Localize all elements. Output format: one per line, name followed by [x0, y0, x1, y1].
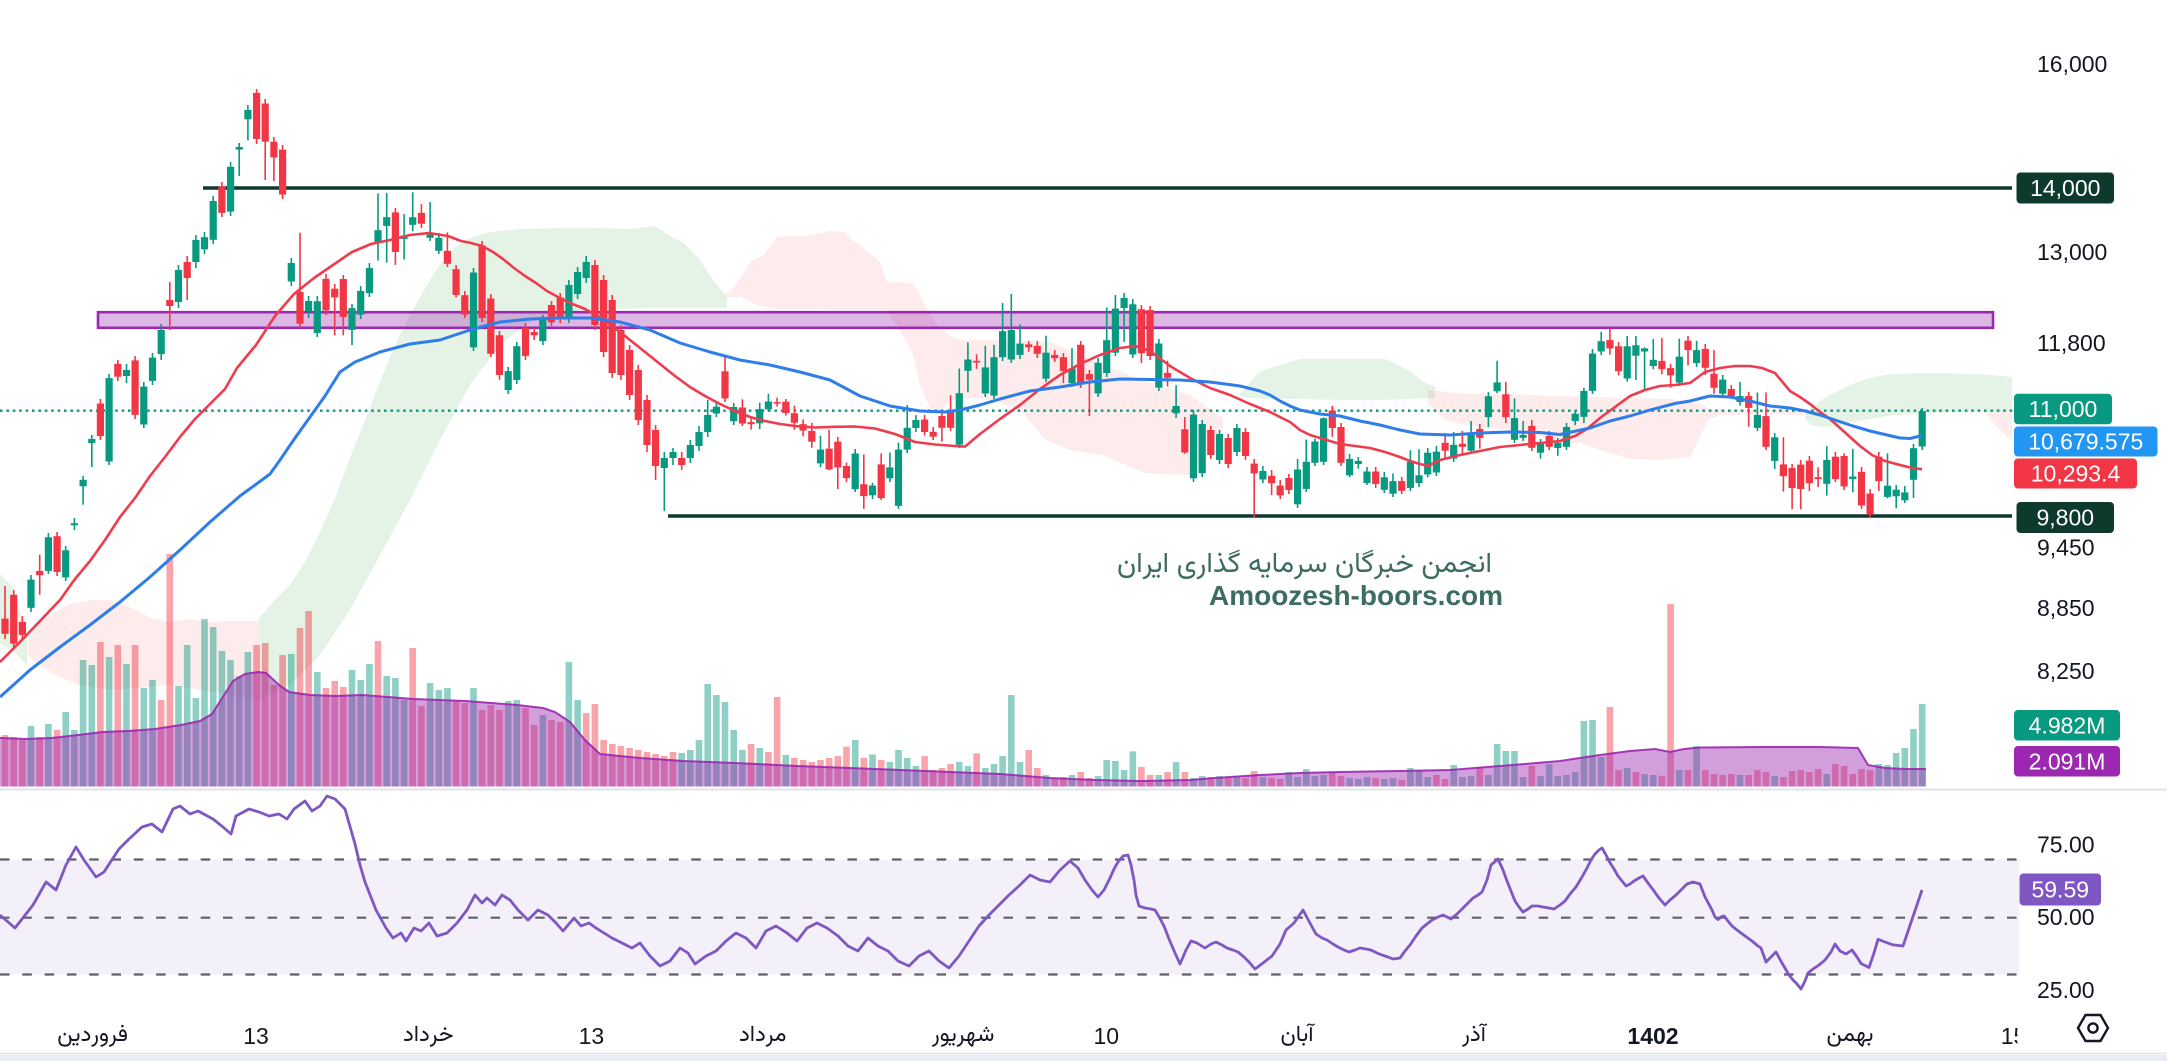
svg-text:9,800: 9,800: [2036, 505, 2094, 531]
svg-text:13: 13: [579, 1023, 605, 1049]
svg-text:25.00: 25.00: [2037, 977, 2095, 1003]
svg-text:50.00: 50.00: [2037, 904, 2095, 930]
svg-text:4.982M: 4.982M: [2029, 712, 2106, 738]
svg-text:59.59: 59.59: [2031, 877, 2089, 903]
svg-text:11,800: 11,800: [2037, 330, 2106, 356]
svg-text:11,000: 11,000: [2029, 396, 2098, 422]
svg-text:Amoozesh-boors.com: Amoozesh-boors.com: [1209, 580, 1503, 611]
svg-text:75.00: 75.00: [2037, 832, 2095, 858]
svg-text:13: 13: [243, 1023, 269, 1049]
svg-text:10,679.575: 10,679.575: [2028, 429, 2143, 455]
svg-text:1402: 1402: [1627, 1023, 1678, 1049]
svg-text:8,850: 8,850: [2037, 595, 2095, 621]
svg-text:10: 10: [1094, 1023, 1120, 1049]
svg-text:10,293.4: 10,293.4: [2031, 461, 2121, 487]
svg-text:14,000: 14,000: [2030, 175, 2100, 201]
svg-text:2.091M: 2.091M: [2029, 748, 2106, 774]
svg-text:8,250: 8,250: [2037, 658, 2095, 684]
svg-text:16,000: 16,000: [2037, 51, 2107, 77]
svg-text:13,000: 13,000: [2037, 239, 2107, 265]
svg-text:9,450: 9,450: [2037, 535, 2095, 561]
